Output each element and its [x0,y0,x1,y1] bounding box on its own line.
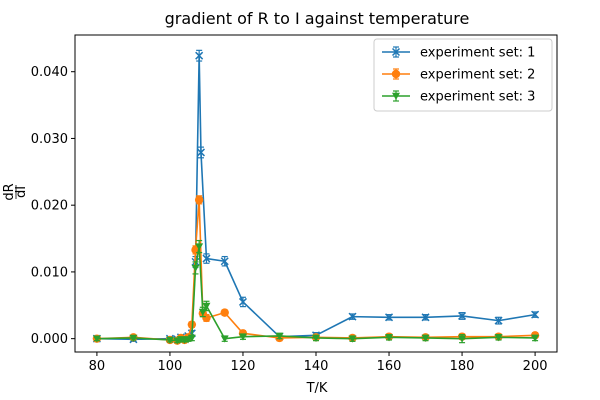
series-1-point-10 [195,51,204,60]
legend: experiment set: 1 experiment set: 2 experi… [373,38,553,112]
y-tick-label-3: 0.020 [31,199,68,214]
series-1-point-18-stroke-b [384,313,394,322]
series-1-point-13-stroke-b [220,257,229,266]
series-1-point-11 [196,148,206,157]
series-1-point-10-stroke-b [195,51,204,60]
series-1-point-17-stroke-b [348,312,357,321]
series-1-point-20-stroke-b [458,311,467,320]
x-tick-label-7: 200 [523,359,548,374]
series-3 [92,239,540,345]
series-1-point-14-stroke-b [238,297,248,306]
series-3-point-16 [312,334,320,342]
series-3-point-13 [220,335,229,343]
series-1-point-22 [531,310,540,319]
x-tick-label-5: 160 [377,359,402,374]
series-3-point-14 [238,333,247,341]
y-tick-label-4: 0.030 [31,132,68,147]
series-2-point-10 [194,195,204,205]
legend-label-1: experiment set: 1 [420,46,535,61]
legend-entry-3: experiment set: 3 [382,90,535,105]
legend-marker-1 [391,47,401,57]
series-1-point-21 [494,316,503,325]
legend-box [373,38,553,112]
x-tick-label-3: 120 [231,359,256,374]
x-axis-title: T/K [306,381,328,396]
series-1-point-21-stroke-b [494,316,503,325]
y-tick-label-5: 0.040 [31,65,68,80]
y-axis-title-denominator: dI [14,186,29,198]
series-1-point-14 [238,297,248,306]
series-1-point-13 [220,257,229,266]
x-tick-label-1: 80 [89,359,106,374]
series-3-point-20 [458,335,467,343]
series-3-point-19 [421,334,430,342]
series-3-point-9 [191,264,200,272]
series-3-point-17 [348,335,357,343]
series-1-point-12 [202,254,211,263]
series-1-point-11-stroke-b [196,148,206,157]
legend-marker-2 [391,69,401,79]
series-3-point-15 [275,332,284,340]
axes: 80 100 120 140 160 180 200 0.000 0.010 0.020 0.030… [31,34,558,374]
series-1-point-20 [458,311,467,320]
series-3-point-12 [202,302,211,310]
legend-label-2: experiment set: 2 [420,68,535,83]
series-1-point-12-stroke-b [202,254,211,263]
series-1-point-19 [421,313,430,322]
series-1-point-22-stroke-b [531,310,540,319]
legend-marker-1-stroke-b [391,47,401,57]
x-tick-label-2: 100 [158,359,183,374]
plot-content [92,49,540,345]
series-3-point-2 [129,334,138,342]
series-3-point-3 [165,336,174,344]
x-tick-label-4: 140 [304,359,329,374]
legend-marker-3 [392,92,400,100]
series-1-point-17 [348,312,357,321]
x-tick-label-6: 180 [450,359,475,374]
series-3-point-1 [92,335,101,343]
plot-area [92,49,540,345]
series-3-point-10 [195,243,204,251]
series-3-point-21 [494,334,503,342]
series-2-point-12 [202,313,211,323]
series-1-point-18 [384,313,394,322]
series-3-point-8 [187,334,196,342]
legend-entry-2: experiment set: 2 [382,68,535,83]
y-axis-title: dR dI [2,183,29,200]
series-3-point-18 [385,334,394,342]
series-1-point-19-stroke-b [421,313,430,322]
chart-title: gradient of R to I against temperature [165,9,470,28]
legend-label-3: experiment set: 3 [420,90,535,105]
y-tick-label-2: 0.010 [31,265,68,280]
y-axis-title-numerator: dR [2,183,17,200]
series-2-point-13 [220,308,229,317]
y-tick-label-1: 0.000 [31,332,68,347]
series-3-point-22 [531,334,540,342]
legend-entry-1: experiment set: 1 [382,46,535,61]
